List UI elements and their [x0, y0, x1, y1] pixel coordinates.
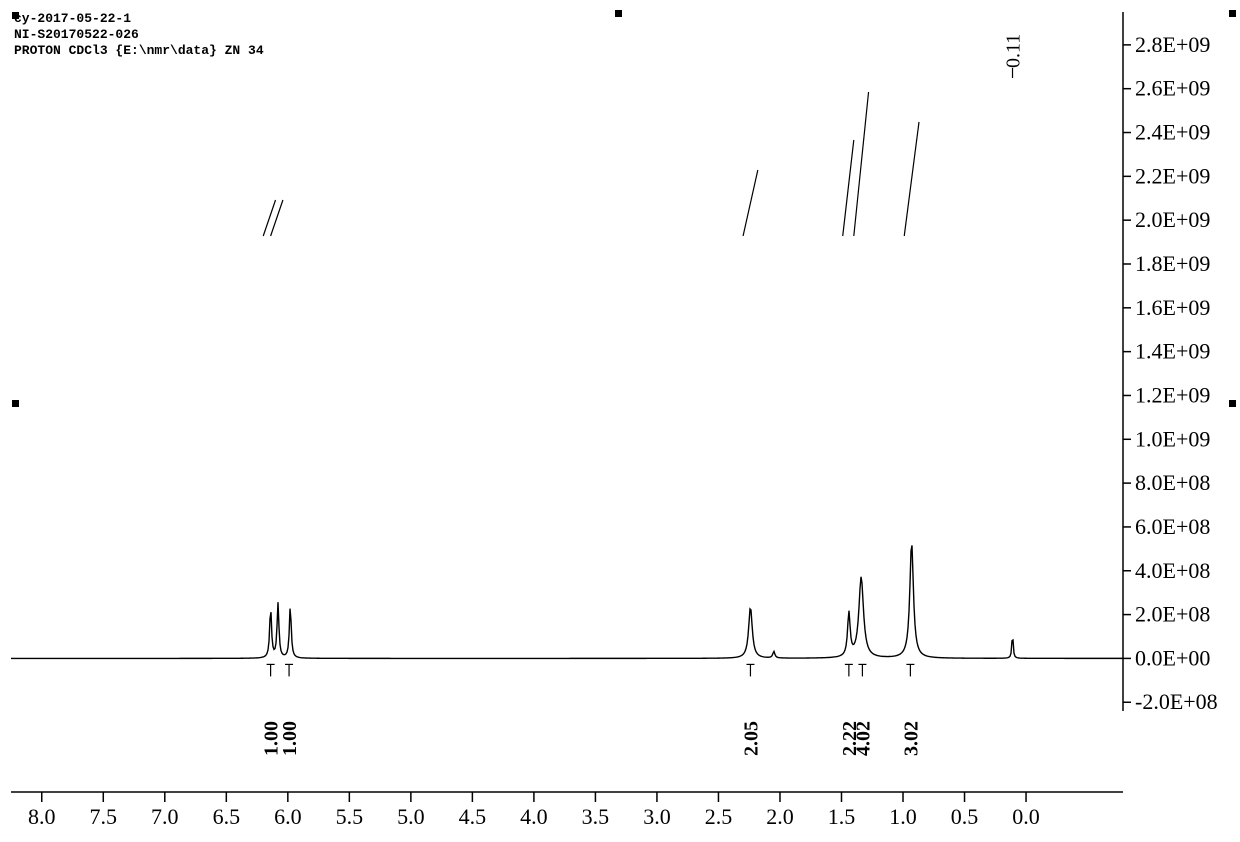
x-tick-label: 4.0 [520, 804, 548, 829]
x-tick-label: 1.5 [828, 804, 856, 829]
peak-ppm-label: 0.11 [1003, 34, 1025, 68]
y-tick-label: 1.0E+09 [1135, 426, 1210, 451]
y-tick-label: 2.0E+08 [1135, 602, 1210, 627]
integral-label: 1.00 [279, 721, 301, 756]
integral-curve [904, 122, 919, 236]
spectrum-trace [11, 545, 1123, 658]
x-tick-label: 0.0 [1012, 804, 1040, 829]
y-tick-label: 1.2E+09 [1135, 382, 1210, 407]
x-tick-label: 0.5 [951, 804, 979, 829]
y-tick-label: 1.8E+09 [1135, 251, 1210, 276]
x-tick-label: 2.0 [766, 804, 794, 829]
y-tick-label: 6.0E+08 [1135, 514, 1210, 539]
y-tick-label: 2.2E+09 [1135, 163, 1210, 188]
integral-curve [263, 200, 275, 236]
integral-curve [854, 92, 869, 236]
x-tick-label: 4.5 [459, 804, 487, 829]
y-tick-label: -2.0E+08 [1135, 689, 1218, 714]
integral-curve [843, 140, 854, 236]
x-tick-label: 1.0 [889, 804, 917, 829]
x-tick-label: 6.5 [213, 804, 241, 829]
x-tick-label: 7.5 [90, 804, 118, 829]
x-tick-label: 2.5 [705, 804, 733, 829]
corner-marker [12, 400, 19, 407]
x-tick-label: 7.0 [151, 804, 179, 829]
y-tick-label: 2.0E+09 [1135, 207, 1210, 232]
x-tick-label: 3.0 [643, 804, 671, 829]
integral-label: 3.02 [900, 721, 922, 756]
y-tick-label: 8.0E+08 [1135, 470, 1210, 495]
meta-line-3: PROTON CDCl3 {E:\nmr\data} ZN 34 [14, 43, 264, 58]
x-tick-label: 3.5 [582, 804, 610, 829]
x-tick-label: 5.0 [397, 804, 425, 829]
y-tick-label: 1.6E+09 [1135, 295, 1210, 320]
y-tick-label: 2.8E+09 [1135, 32, 1210, 57]
y-tick-label: 2.4E+09 [1135, 120, 1210, 145]
integral-label: 2.05 [740, 721, 762, 756]
corner-marker [615, 10, 622, 17]
integral-curve [271, 200, 283, 236]
nmr-plot: cy-2017-05-22-1NI-S20170522-026PROTON CD… [0, 0, 1240, 842]
x-tick-label: 8.0 [28, 804, 56, 829]
corner-marker [1229, 400, 1236, 407]
integral-label: 4.02 [852, 721, 874, 756]
corner-marker [12, 12, 19, 19]
corner-marker [1229, 10, 1236, 17]
x-tick-label: 5.5 [336, 804, 364, 829]
meta-line-1: cy-2017-05-22-1 [14, 11, 131, 26]
y-tick-label: 4.0E+08 [1135, 558, 1210, 583]
y-tick-label: 0.0E+00 [1135, 645, 1210, 670]
integral-curve [743, 170, 758, 236]
meta-line-2: NI-S20170522-026 [14, 27, 139, 42]
x-tick-label: 6.0 [274, 804, 302, 829]
y-tick-label: 2.6E+09 [1135, 76, 1210, 101]
y-tick-label: 1.4E+09 [1135, 339, 1210, 364]
